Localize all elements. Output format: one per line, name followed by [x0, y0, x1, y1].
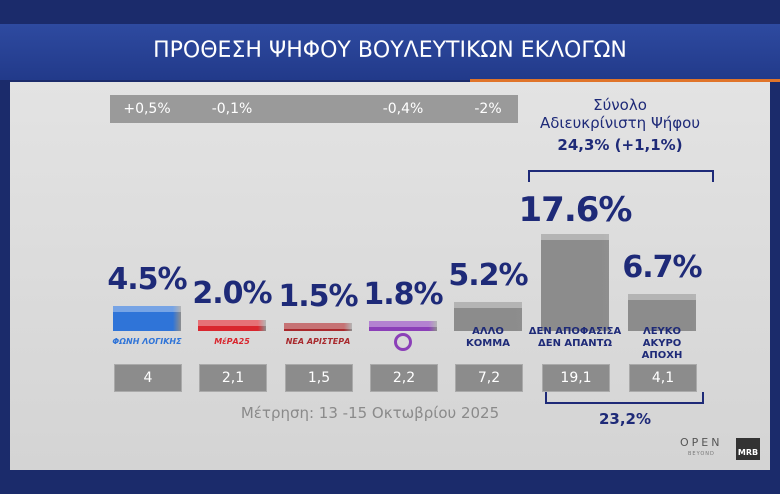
title-bar — [0, 24, 780, 80]
previous-box: 4,1 — [629, 364, 697, 392]
bar — [113, 306, 181, 331]
panel — [10, 82, 770, 470]
value-label: 5.2% — [448, 258, 528, 294]
logo-beyond: BEYOND — [688, 451, 715, 457]
chart-title: ΠΡΟΘΕΣΗ ΨΗΦΟΥ ΒΟΥΛΕΥΤΙΚΩΝ ΕΚΛΟΓΩΝ — [153, 38, 627, 63]
bar — [284, 322, 352, 331]
change-label: +0,5% — [123, 101, 171, 117]
party-logo — [394, 333, 412, 351]
change-label: -0,4% — [382, 101, 424, 117]
change-label: -2% — [474, 101, 502, 117]
undecided-total: 24,3% (+1,1%) — [557, 136, 683, 154]
undecided-title: Σύνολο Αδιευκρίνιστη Ψήφου — [539, 96, 701, 132]
bar — [198, 320, 266, 331]
change-band — [110, 95, 518, 123]
previous-box: 19,1 — [542, 364, 610, 392]
value-label: 1.8% — [363, 277, 443, 313]
value-label: 2.0% — [192, 276, 272, 311]
value-label: 4.5% — [107, 262, 187, 298]
bar — [369, 321, 437, 331]
bar — [454, 302, 522, 331]
previous-box: 4 — [114, 364, 182, 392]
category-label: ΔΕΝ ΑΠΟΦΑΣΙΣΑ ΔΕΝ ΑΠΑΝΤΩ — [528, 326, 622, 349]
category-label: ΝΕΑ ΑΡΙΣΤΕΡΑ — [285, 337, 351, 346]
previous-box: 1,5 — [285, 364, 353, 392]
category-label: ΛΕΥΚΟ ΑΚΥΡΟ ΑΠΟΧΗ — [641, 326, 683, 361]
previous-box: 7,2 — [455, 364, 523, 392]
bracket-top — [528, 170, 714, 182]
bracket-bottom — [545, 392, 704, 404]
category-label: ΜέΡΑ25 — [214, 337, 250, 346]
category-label: ΦΩΝΗ ΛΟΓΙΚΗΣ — [112, 337, 182, 346]
bar — [541, 234, 609, 331]
bar — [628, 294, 696, 331]
value-label: 1.5% — [278, 278, 358, 314]
logo-open: OPEN — [680, 436, 723, 449]
previous-box: 2,1 — [199, 364, 267, 392]
change-label: -0,1% — [211, 101, 253, 117]
previous-undecided-total: 23,2% — [598, 410, 652, 428]
fieldwork: Μέτρηση: 13 -15 Οκτωβρίου 2025 — [240, 404, 500, 422]
logo-mrb: MRB — [736, 438, 760, 460]
value-label: 6.7% — [622, 250, 702, 286]
value-label: 17.6% — [518, 190, 633, 231]
category-label: ΑΛΛΟ ΚΟΜΜΑ — [466, 326, 510, 349]
accent-line — [470, 79, 780, 82]
previous-box: 2,2 — [370, 364, 438, 392]
